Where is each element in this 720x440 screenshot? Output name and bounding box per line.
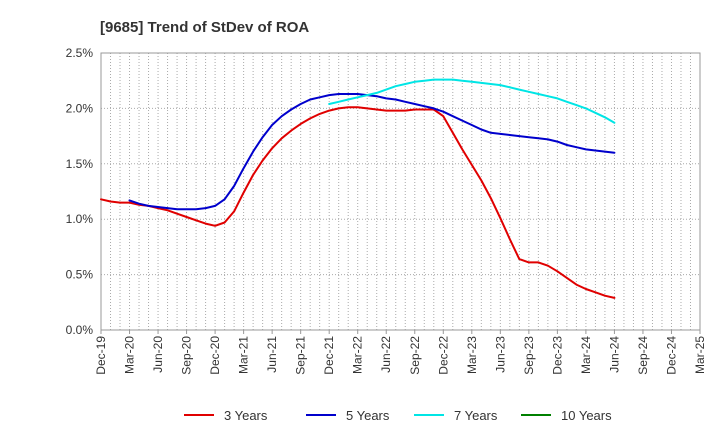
x-tick-label: Mar-23 [465, 336, 479, 374]
legend-label-3-years: 3 Years [224, 408, 268, 423]
x-tick-label: Dec-20 [208, 336, 222, 375]
y-tick-label: 0.0% [66, 323, 94, 337]
x-tick-label: Dec-22 [436, 336, 450, 375]
x-tick-label: Jun-21 [265, 336, 279, 373]
y-tick-label: 2.0% [66, 101, 94, 115]
legend: 3 Years 5 Years 7 Years 10 Years [184, 408, 612, 423]
x-tick-label: Sep-20 [180, 336, 194, 375]
y-tick-label: 1.5% [66, 157, 94, 171]
y-tick-label: 0.5% [66, 268, 94, 282]
legend-label-10-years: 10 Years [561, 408, 612, 423]
x-tick-label: Sep-21 [294, 336, 308, 375]
legend-label-7-years: 7 Years [454, 408, 498, 423]
x-tick-label: Dec-21 [322, 336, 336, 375]
series-line-3-years [100, 106, 616, 299]
x-tick-label: Jun-23 [493, 336, 507, 373]
series-line-5-years [128, 93, 616, 211]
y-tick-label: 2.5% [66, 46, 94, 60]
x-tick-label: Sep-24 [636, 336, 650, 375]
plot-frame [100, 52, 701, 331]
x-tick-label: Mar-25 [693, 336, 707, 374]
axes: 0.0% 0.5% 1.0% 1.5% 2.0% 2.5% Dec-19 Mar-20 Jun-… [66, 46, 707, 375]
chart-title: [9685] Trend of StDev of ROA [100, 19, 309, 36]
x-tick-label: Mar-22 [351, 336, 365, 374]
y-tick-label: 1.0% [66, 212, 94, 226]
x-tick-label: Jun-24 [607, 336, 621, 373]
x-tick-label: Jun-20 [151, 336, 165, 373]
x-tick-label: Dec-24 [664, 336, 678, 375]
x-tick-label: Sep-22 [408, 336, 422, 375]
legend-label-5-years: 5 Years [346, 408, 390, 423]
x-tick-label: Mar-24 [579, 336, 593, 374]
x-tick-label: Dec-19 [94, 336, 108, 375]
x-tick-label: Sep-23 [522, 336, 536, 375]
series-lines [100, 78, 616, 299]
series-line-7-years [328, 78, 616, 124]
x-tick-label: Mar-21 [237, 336, 251, 374]
x-tick-label: Mar-20 [123, 336, 137, 374]
x-tick-label: Dec-23 [550, 336, 564, 375]
x-tick-label: Jun-22 [379, 336, 393, 373]
grid [101, 53, 700, 330]
